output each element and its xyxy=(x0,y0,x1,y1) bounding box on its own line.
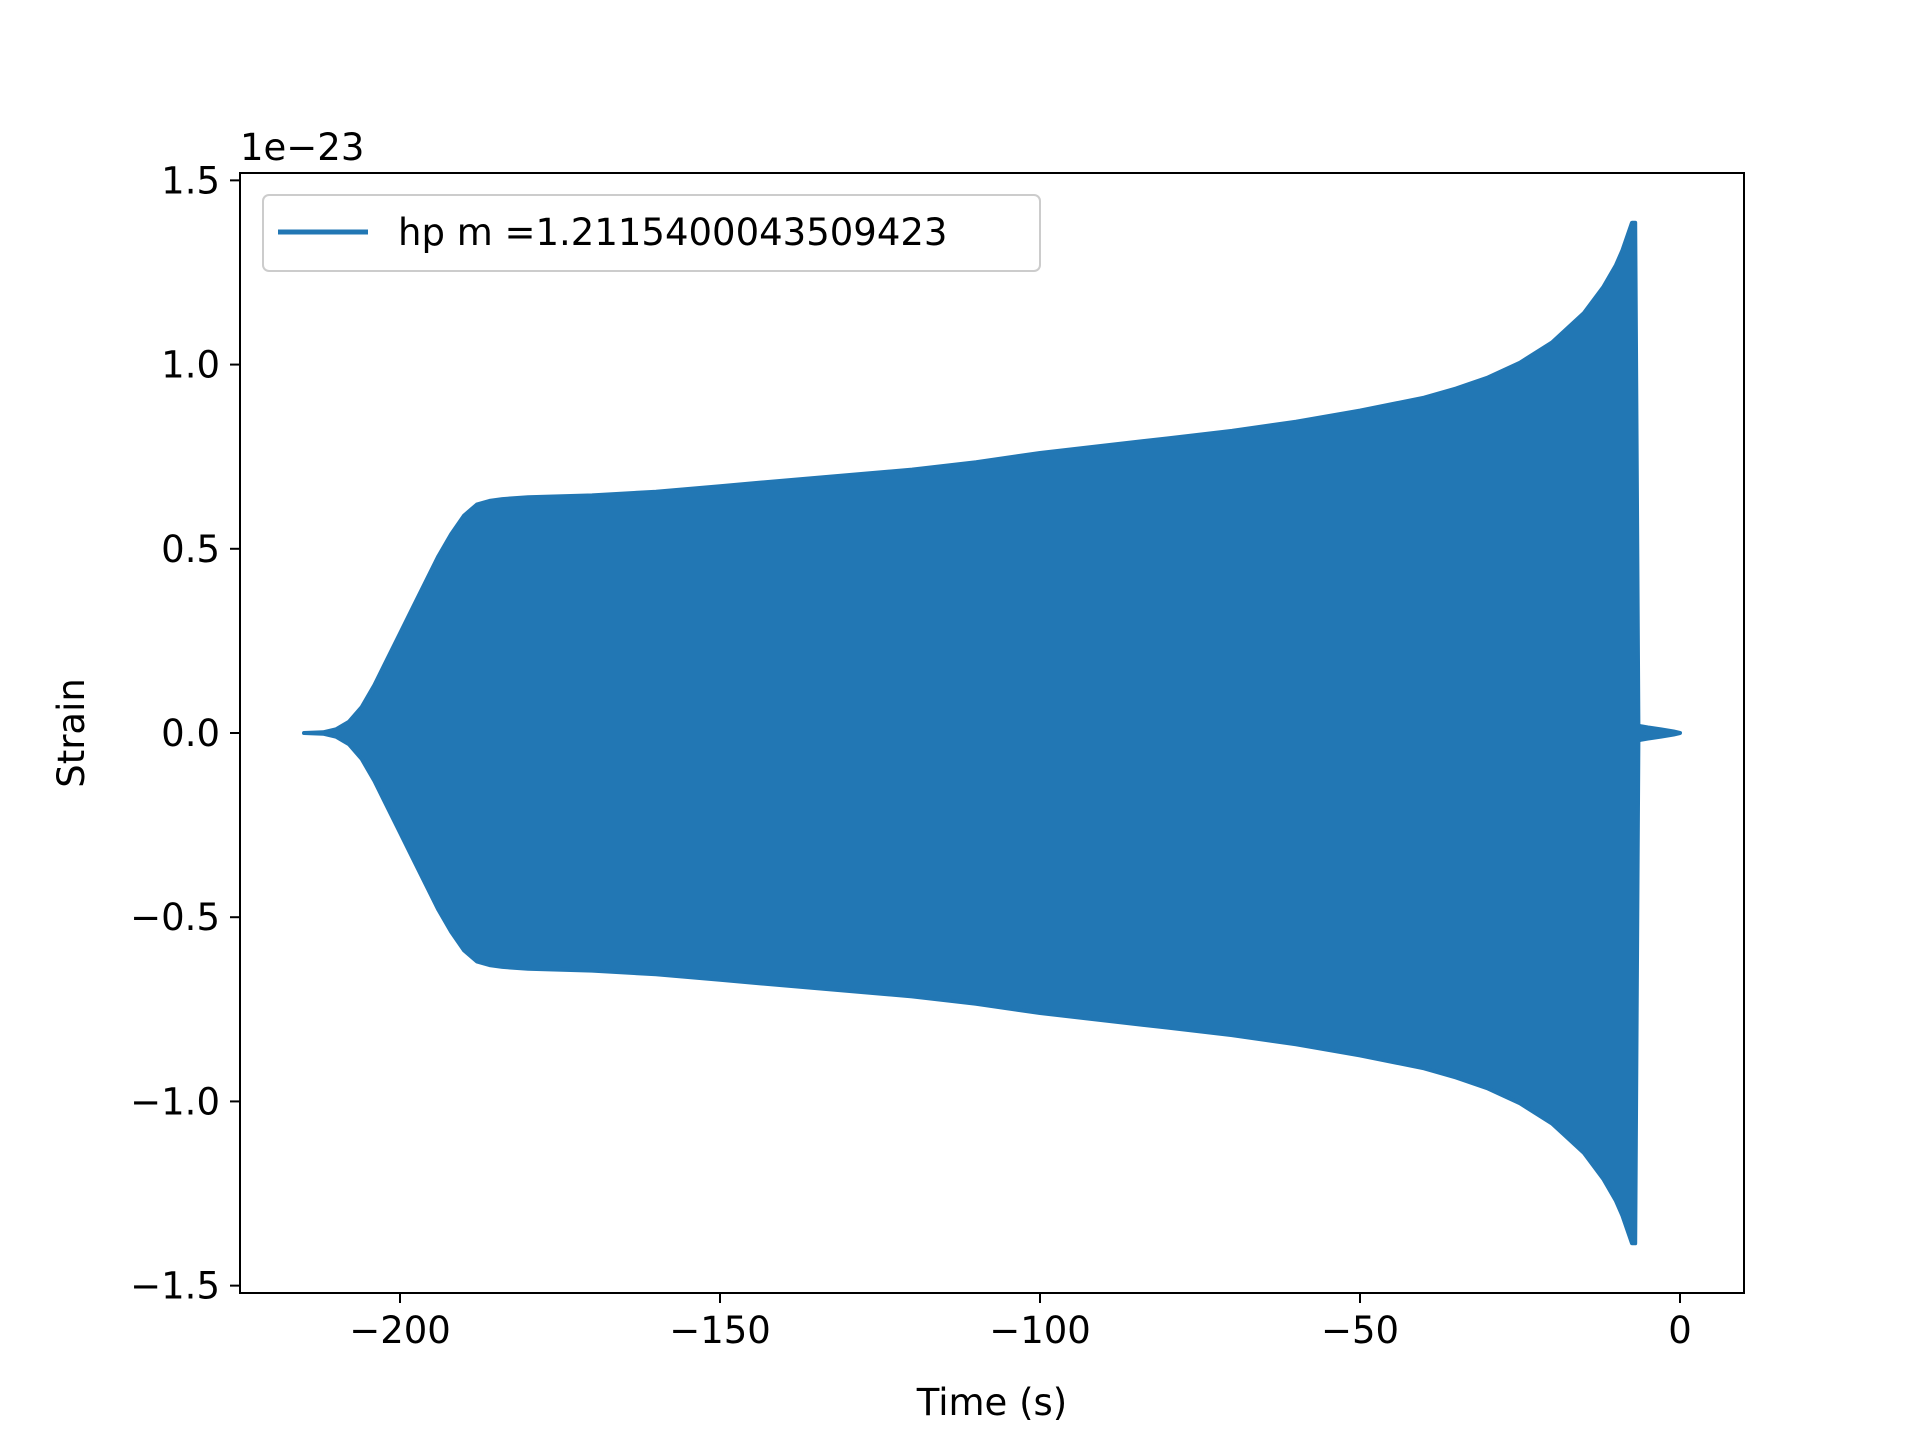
x-tick-label: −150 xyxy=(669,1309,771,1352)
legend-box xyxy=(262,194,1041,272)
y-tick-label: 1.5 xyxy=(161,159,220,202)
y-tick-label: −0.5 xyxy=(130,896,220,939)
y-axis-title: Strain xyxy=(50,678,93,788)
y-tick-label: −1.5 xyxy=(130,1265,220,1308)
series-line xyxy=(302,220,1682,1246)
y-tick-label: −1.0 xyxy=(130,1080,220,1123)
y-tick-label: 0.5 xyxy=(161,528,220,571)
x-axis-title: Time (s) xyxy=(916,1381,1067,1424)
y-axis: 1.5 1.0 0.5 0.0 −0.5 −1.0 −1.5 xyxy=(130,159,240,1308)
series-layer xyxy=(302,220,1682,1246)
legend-label: hp m =1.2115400043509423 xyxy=(398,211,947,254)
y-tick-label: 0.0 xyxy=(161,712,220,755)
x-tick-label: −100 xyxy=(989,1309,1091,1352)
x-tick-label: −200 xyxy=(349,1309,451,1352)
x-tick-label: −50 xyxy=(1321,1309,1399,1352)
legend: hp m =1.2115400043509423 xyxy=(262,194,1041,272)
y-offset-label: 1e−23 xyxy=(240,126,364,169)
x-tick-label: 0 xyxy=(1668,1309,1692,1352)
y-tick-label: 1.0 xyxy=(161,344,220,387)
x-axis: −200 −150 −100 −50 0 xyxy=(349,1293,1692,1352)
